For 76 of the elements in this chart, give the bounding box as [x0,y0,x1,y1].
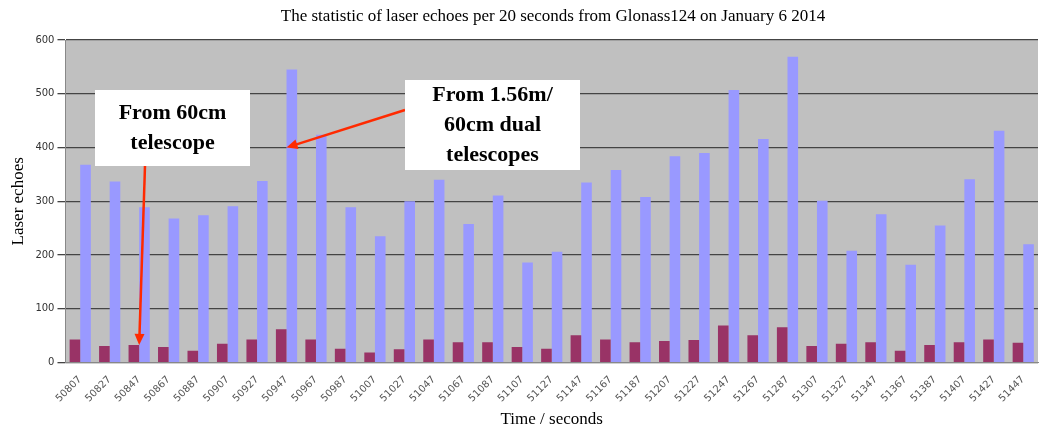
bar [688,340,700,362]
y-tick-label: 600 [35,33,55,45]
bar [551,251,563,362]
bar [511,347,523,362]
bar [275,329,287,362]
bar [846,250,858,362]
bar [747,335,759,362]
bar [315,134,327,362]
annotation: From 60cm telescope [118,98,227,154]
bar [816,200,828,362]
bar [934,225,946,362]
bar [374,236,386,362]
bar [787,56,799,362]
bar [905,264,916,362]
y-tick-label: 400 [35,141,55,153]
bar [257,180,268,362]
bar [835,343,847,362]
bar [1023,244,1034,362]
bar [286,69,298,362]
bar [227,206,239,362]
bar [423,339,434,362]
bar [482,342,493,362]
bar [404,201,415,362]
bar [699,152,710,362]
bar [463,223,474,362]
y-tick-label: 200 [35,248,55,260]
bar [216,343,228,362]
bar [198,215,209,362]
bar [334,348,346,362]
bar [924,344,935,362]
bar [806,345,817,362]
y-tick-label: 100 [35,302,55,314]
bar [581,182,592,362]
bar [305,339,316,362]
bar [364,352,375,362]
bar [345,207,357,362]
bar [522,262,533,362]
bar [659,341,670,362]
y-tick-label: 300 [35,194,55,206]
bar [452,342,464,362]
bar [1012,342,1024,362]
bar [875,214,887,362]
y-tick-label: 0 [48,356,55,368]
bar [983,339,994,362]
y-axis-title: Laser echoes [7,157,27,246]
bar [69,339,81,362]
annotation: From 1.56m/60cm dual telescopes [432,80,554,166]
bar [168,218,180,362]
bar [570,335,582,362]
bar [80,164,91,362]
bar [393,349,405,362]
bar [953,342,965,362]
y-tick-label: 500 [35,87,55,99]
bar [492,195,504,362]
x-axis-title: Time / seconds [500,409,603,429]
bar [640,197,651,362]
bar [158,347,169,362]
bar [758,138,769,362]
chart-title: The statistic of laser echoes per 20 seconds from Glonass124 on January 6 2014 [279,6,827,26]
bar [629,342,641,362]
bar [187,350,199,362]
bar [610,170,622,362]
bar [109,181,121,362]
bar [776,327,788,362]
bar [600,339,611,362]
bar [541,348,552,362]
bar [246,339,258,362]
bar [717,325,729,362]
bar [865,342,876,362]
bar [894,350,906,362]
bar [669,156,681,362]
bar [993,130,1005,362]
bar [433,179,445,362]
bar [99,345,110,362]
bar [728,90,740,362]
bar [964,179,975,362]
